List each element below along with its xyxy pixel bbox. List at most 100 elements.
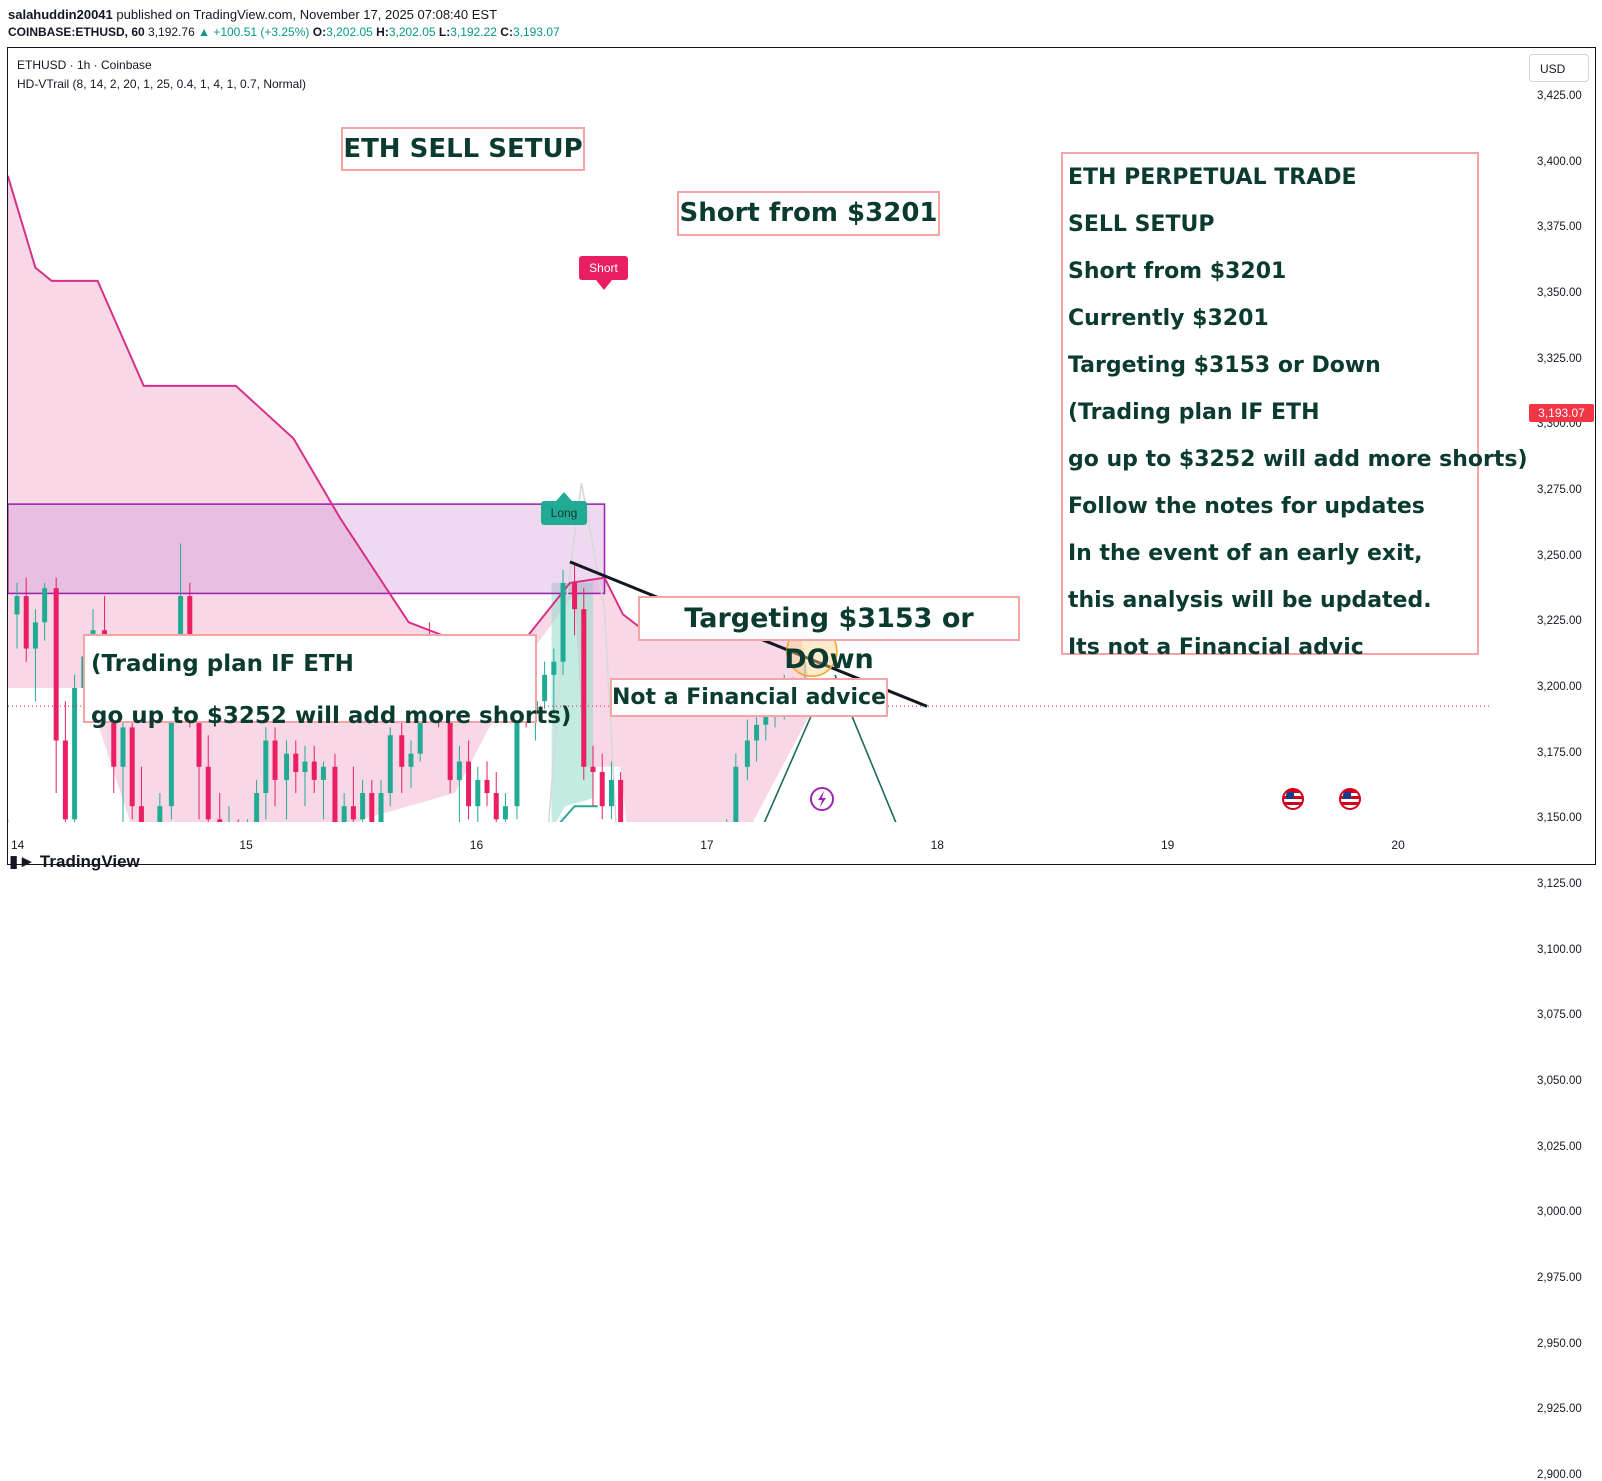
candle-body (572, 582, 578, 610)
candle-body (754, 724, 760, 741)
candle-body (350, 806, 356, 820)
candle-body (302, 761, 308, 773)
x-tick-label: 16 (469, 838, 484, 852)
lightning-icon[interactable] (809, 786, 835, 812)
candle-body (608, 779, 614, 807)
y-tick-label: 3,000.00 (1537, 1206, 1582, 1219)
y-tick-label: 2,900.00 (1537, 1468, 1582, 1481)
candle-body (493, 793, 499, 820)
last-price: 3,192.76 (148, 25, 195, 39)
candle-body (32, 622, 38, 649)
y-tick-label: 2,950.00 (1537, 1337, 1582, 1350)
target-note[interactable]: Targeting $3153 or DOwn (638, 596, 1020, 675)
y-tick-label: 3,400.00 (1537, 155, 1582, 168)
candle-body (408, 753, 414, 767)
currency-button[interactable]: USD (1529, 54, 1589, 82)
entry-note-text: Short from $3201 (679, 198, 938, 228)
candle-body (293, 753, 299, 773)
candle-body (120, 727, 126, 767)
candle-body (599, 772, 605, 807)
x-tick-label: 14 (11, 838, 25, 852)
candle-body (284, 753, 290, 780)
short-signal-label: Short (579, 256, 628, 280)
candle-body (399, 735, 405, 767)
candle-body (341, 806, 347, 822)
entry-note[interactable]: Short from $3201 (677, 191, 940, 236)
candle-body (263, 740, 269, 794)
y-tick-label: 3,350.00 (1537, 286, 1582, 299)
trade-summary-panel[interactable]: ETH PERPETUAL TRADE SELL SETUP Short fro… (1061, 152, 1528, 660)
us-flag-icon[interactable] (1339, 788, 1361, 810)
candle-body (42, 588, 48, 623)
candle-body (484, 779, 490, 794)
candle-body (111, 693, 117, 767)
indicator-legend[interactable]: HD-VTrail (8, 14, 2, 20, 1, 25, 0.4, 1, … (17, 77, 307, 91)
y-tick-label: 3,100.00 (1537, 943, 1582, 956)
title-note[interactable]: ETH SELL SETUP (341, 127, 585, 171)
close-value: 3,193.07 (512, 25, 560, 39)
plan-line: go up to $3252 will add more shorts) (91, 703, 572, 729)
panel-line: (Trading plan IF ETH (1068, 400, 1320, 425)
disclaimer-note-text: Not a Financial advice (612, 685, 887, 710)
current-price-tag: 3,193.07 (1529, 404, 1594, 422)
candle-body (542, 674, 548, 702)
candle-body (272, 740, 278, 780)
candle-body (733, 766, 739, 822)
high-value: 3,202.05 (388, 25, 436, 39)
trading-plan-note[interactable]: (Trading plan IF ETH go up to $3252 will… (83, 634, 571, 729)
candle-body (590, 766, 596, 773)
long-signal-label: Long (541, 501, 587, 525)
supply-zone-box (8, 503, 606, 595)
candle-body (475, 779, 481, 807)
y-tick-label: 3,200.00 (1537, 680, 1582, 693)
close-label: C: (500, 25, 513, 39)
candle-body (311, 761, 317, 780)
panel-line: ETH PERPETUAL TRADE (1068, 165, 1357, 190)
candle-body (456, 761, 462, 780)
y-tick-label: 3,150.00 (1537, 812, 1582, 825)
candle-body (254, 793, 260, 822)
disclaimer-note[interactable]: Not a Financial advice (610, 678, 888, 717)
panel-line: Targeting $3153 or Down (1068, 353, 1381, 378)
panel-line: In the event of an early exit, (1068, 541, 1423, 566)
candle-body (23, 596, 29, 649)
long-trail-line (559, 805, 598, 822)
author-name[interactable]: salahuddin20041 (8, 7, 113, 22)
candle-body (514, 687, 520, 807)
plan-line: (Trading plan IF ETH (91, 651, 354, 677)
low-label: L: (438, 25, 451, 39)
candle-body (205, 766, 211, 820)
candle-body (744, 740, 750, 767)
us-flag-icon[interactable] (1282, 788, 1304, 810)
x-tick-label: 17 (700, 838, 714, 852)
y-tick-label: 2,975.00 (1537, 1271, 1582, 1284)
x-tick-label: 18 (930, 838, 944, 852)
candle-body (14, 596, 20, 615)
panel-line: go up to $3252 will add more shorts) (1068, 447, 1528, 472)
y-tick-label: 3,325.00 (1537, 352, 1582, 365)
panel-line: Short from $3201 (1068, 259, 1287, 284)
candle-body (581, 609, 587, 767)
candle-body (157, 806, 163, 822)
candle-body (53, 588, 59, 741)
y-tick-label: 3,175.00 (1537, 746, 1582, 759)
candle-body (724, 832, 729, 885)
panel-line: this analysis will be updated. (1068, 588, 1432, 613)
y-tick-label: 3,425.00 (1537, 90, 1582, 102)
projection-arrow (763, 687, 825, 822)
tradingview-logo[interactable]: ▮► TradingView (9, 852, 140, 872)
up-triangle-icon: ▲ (198, 25, 210, 39)
high-label: H: (376, 25, 389, 39)
candle-body (378, 793, 384, 822)
short-label-pointer (596, 280, 612, 290)
candle-body (129, 727, 135, 807)
y-tick-label: 3,075.00 (1537, 1009, 1582, 1022)
y-tick-label: 3,275.00 (1537, 483, 1582, 496)
candle-body (72, 687, 78, 820)
candle-body (387, 735, 393, 794)
candle-body (138, 806, 144, 822)
x-tick-label: 20 (1391, 838, 1405, 852)
candle-body (196, 714, 202, 767)
candle-body (466, 761, 472, 807)
trail-line (8, 175, 801, 642)
